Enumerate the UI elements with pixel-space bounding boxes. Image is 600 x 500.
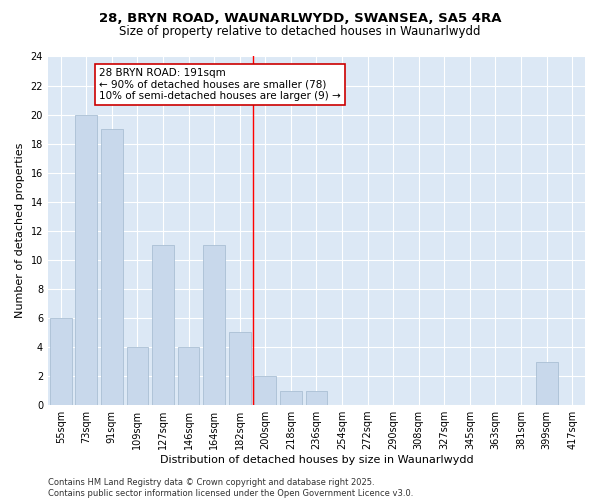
Bar: [229, 332, 251, 405]
Bar: [280, 390, 302, 405]
Bar: [305, 390, 328, 405]
Text: 28, BRYN ROAD, WAUNARLWYDD, SWANSEA, SA5 4RA: 28, BRYN ROAD, WAUNARLWYDD, SWANSEA, SA5…: [99, 12, 501, 26]
Bar: [127, 347, 148, 405]
X-axis label: Distribution of detached houses by size in Waunarlwydd: Distribution of detached houses by size …: [160, 455, 473, 465]
Bar: [76, 114, 97, 405]
Bar: [50, 318, 71, 405]
Bar: [101, 129, 123, 405]
Bar: [152, 246, 174, 405]
Bar: [536, 362, 557, 405]
Bar: [203, 246, 225, 405]
Bar: [178, 347, 199, 405]
Text: 28 BRYN ROAD: 191sqm
← 90% of detached houses are smaller (78)
10% of semi-detac: 28 BRYN ROAD: 191sqm ← 90% of detached h…: [99, 68, 341, 102]
Bar: [254, 376, 276, 405]
Text: Contains HM Land Registry data © Crown copyright and database right 2025.
Contai: Contains HM Land Registry data © Crown c…: [48, 478, 413, 498]
Text: Size of property relative to detached houses in Waunarlwydd: Size of property relative to detached ho…: [119, 25, 481, 38]
Y-axis label: Number of detached properties: Number of detached properties: [15, 143, 25, 318]
Title: 28, BRYN ROAD, WAUNARLWYDD, SWANSEA, SA5 4RA
Size of property relative to detach: 28, BRYN ROAD, WAUNARLWYDD, SWANSEA, SA5…: [0, 499, 1, 500]
